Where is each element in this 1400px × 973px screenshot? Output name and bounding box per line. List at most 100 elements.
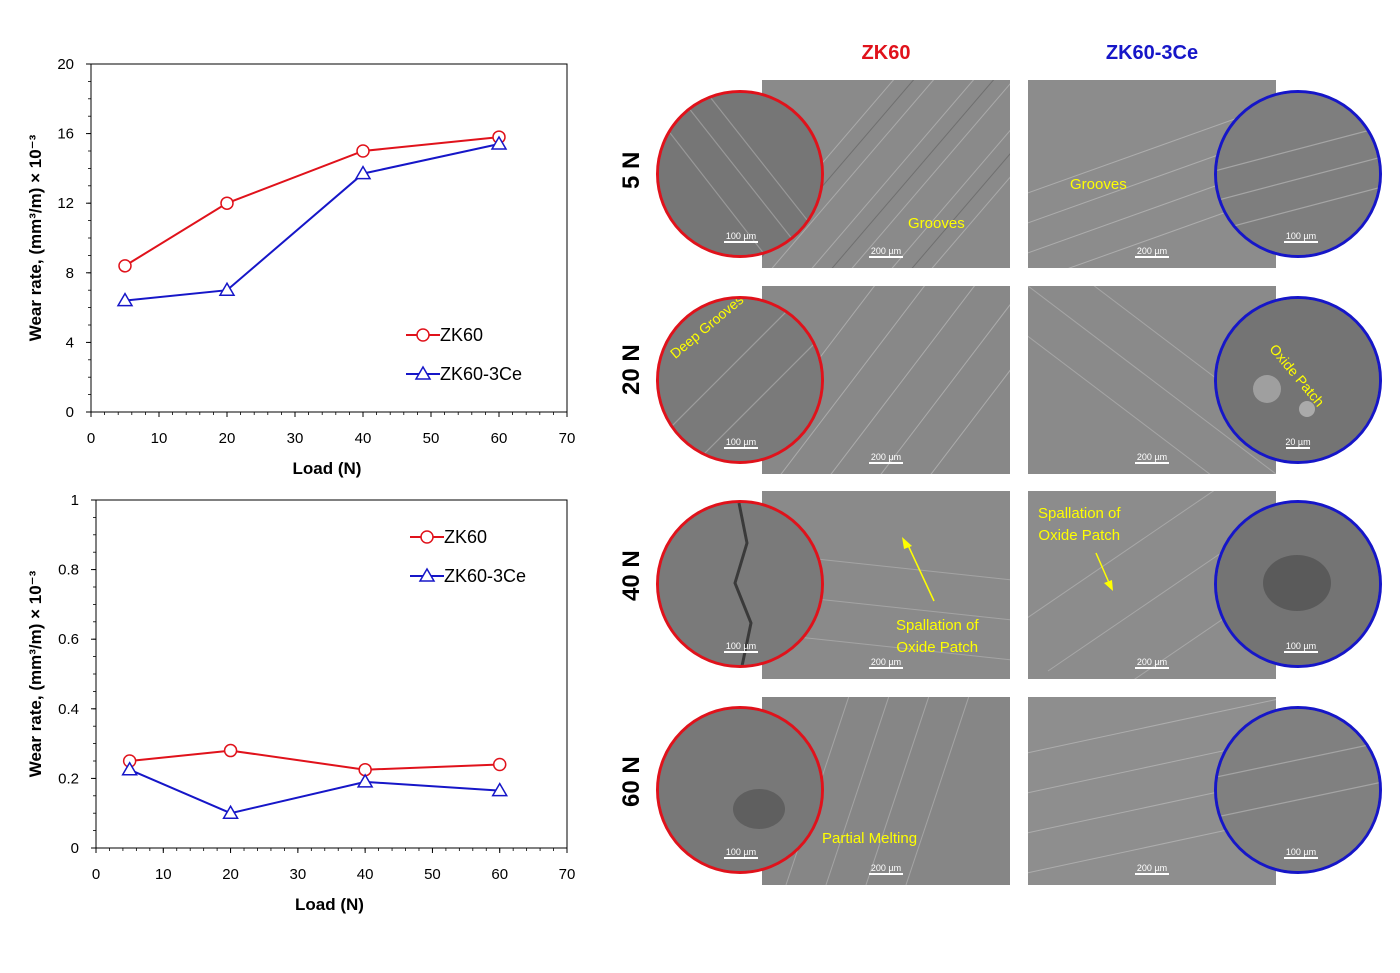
y-tick-label: 12: [57, 195, 74, 212]
scale-bar: 200 µm: [869, 246, 903, 258]
y-tick-label: 0.2: [58, 770, 79, 787]
series-line-zk60-3ce: [129, 768, 500, 815]
x-tick-label: 10: [151, 430, 168, 447]
scale-bar: 200 µm: [869, 657, 903, 669]
inset-zk60-60n: 100 µm: [656, 706, 824, 874]
y-axis-label: Wear rate, (mm³/m) × 10⁻³: [26, 134, 45, 341]
inset-zk60-5n: 100 µm: [656, 90, 824, 258]
x-tick-label: 10: [155, 866, 172, 883]
annotation-spallation-of-oxide-patch: Spallation of Oxide Patch: [896, 617, 979, 656]
data-point-zk60-3ce: [121, 761, 138, 776]
inset-zk60-3ce-5n: 100 µm: [1214, 90, 1382, 258]
annotation-spallation-of-oxide-patch: Spallation of Oxide Patch: [1038, 505, 1121, 544]
scale-bar: 100 µm: [724, 847, 758, 859]
data-point-zk60-3ce: [116, 292, 134, 307]
scale-bar: 200 µm: [869, 452, 903, 464]
row-label-40n: 40 N: [618, 550, 645, 601]
sem-texture: [659, 503, 821, 665]
x-tick-label: 60: [491, 866, 508, 883]
x-axis-label: Load (N): [295, 895, 364, 914]
row-label-5n: 5 N: [618, 151, 645, 189]
scale-bar: 200 µm: [1135, 863, 1169, 875]
data-point-zk60: [356, 144, 370, 158]
x-tick-label: 20: [222, 866, 239, 883]
legend-label: ZK60: [440, 325, 483, 345]
y-tick-label: 0: [66, 404, 74, 421]
scale-bar: 100 µm: [724, 437, 758, 449]
inset-zk60-3ce-20n: Oxide Patch 20 µm: [1214, 296, 1382, 464]
legend-marker: [416, 328, 430, 342]
column-header-zk60-3ce: ZK60-3Ce: [1105, 42, 1199, 64]
scale-bar: 200 µm: [1135, 246, 1169, 258]
x-tick-label: 20: [219, 430, 236, 447]
y-tick-label: 4: [66, 334, 74, 351]
arrow-icon: [1095, 552, 1111, 586]
annotation-grooves: Grooves: [1070, 176, 1127, 193]
data-point-zk60: [118, 259, 132, 273]
annotation-grooves: Grooves: [908, 215, 965, 232]
inset-zk60-40n: 100 µm: [656, 500, 824, 668]
y-axis-label: Wear rate, (mm³/m) × 10⁻³: [26, 570, 45, 777]
data-point-zk60-3ce: [222, 804, 239, 819]
scale-bar: 100 µm: [724, 231, 758, 243]
series-line-zk60: [124, 136, 500, 267]
inset-zk60-3ce-40n: 100 µm: [1214, 500, 1382, 668]
scale-bar: 20 µm: [1285, 437, 1311, 449]
y-tick-label: 8: [66, 265, 74, 282]
data-point-zk60-3ce: [354, 165, 372, 180]
x-tick-label: 30: [290, 866, 307, 883]
legend-marker: [420, 530, 434, 544]
y-tick-label: 1: [71, 492, 79, 509]
x-tick-label: 0: [92, 866, 100, 883]
inset-zk60-20n: Deep Grooves 100 µm: [656, 296, 824, 464]
data-point-zk60-3ce: [356, 773, 374, 788]
y-tick-label: 16: [57, 126, 74, 143]
scale-bar: 200 µm: [1135, 452, 1169, 464]
x-tick-label: 30: [287, 430, 304, 447]
scale-bar: 100 µm: [1284, 231, 1318, 243]
scale-bar: 100 µm: [1284, 641, 1318, 653]
sem-texture: [659, 299, 821, 461]
data-point-zk60-3ce: [491, 782, 509, 797]
legend-label: ZK60-3Ce: [440, 364, 522, 384]
arrow-icon: [906, 542, 935, 602]
plot-frame: [90, 63, 568, 413]
scale-bar: 200 µm: [869, 863, 903, 875]
legend-label: ZK60: [444, 527, 487, 547]
sem-texture: [1217, 93, 1379, 255]
series-line-zk60-3ce: [124, 143, 500, 302]
row-label-60n: 60 N: [618, 756, 645, 807]
legend-marker: [414, 365, 432, 380]
series-line-zk60: [129, 749, 500, 771]
y-tick-label: 20: [57, 56, 74, 73]
y-tick-label: 0.4: [58, 701, 79, 718]
sem-texture: [1217, 503, 1379, 665]
sem-texture: [1217, 709, 1379, 871]
x-tick-label: 50: [424, 866, 441, 883]
legend-label: ZK60-3Ce: [444, 566, 526, 586]
annotation-partial-melting: Partial Melting: [822, 830, 918, 847]
scale-bar: 100 µm: [724, 641, 758, 653]
scale-bar: 100 µm: [1284, 847, 1318, 859]
x-tick-label: 40: [357, 866, 374, 883]
x-tick-label: 0: [87, 430, 95, 447]
scale-bar: 200 µm: [1135, 657, 1169, 669]
row-label-20n: 20 N: [618, 344, 645, 395]
data-point-zk60-3ce: [490, 135, 508, 150]
x-tick-label: 50: [423, 430, 440, 447]
legend-marker: [418, 567, 436, 582]
y-tick-label: 0.8: [58, 562, 79, 579]
x-tick-label: 40: [355, 430, 372, 447]
sem-texture: [659, 93, 821, 255]
sem-texture: [1217, 299, 1379, 461]
y-tick-label: 0.6: [58, 631, 79, 648]
y-tick-label: 0: [71, 840, 79, 857]
x-tick-label: 60: [491, 430, 508, 447]
x-axis-label: Load (N): [293, 459, 362, 478]
x-tick-label: 70: [559, 866, 576, 883]
data-point-zk60: [223, 743, 238, 758]
data-point-zk60: [220, 196, 234, 210]
column-header-zk60: ZK60: [861, 42, 911, 64]
sem-texture: [659, 709, 821, 871]
